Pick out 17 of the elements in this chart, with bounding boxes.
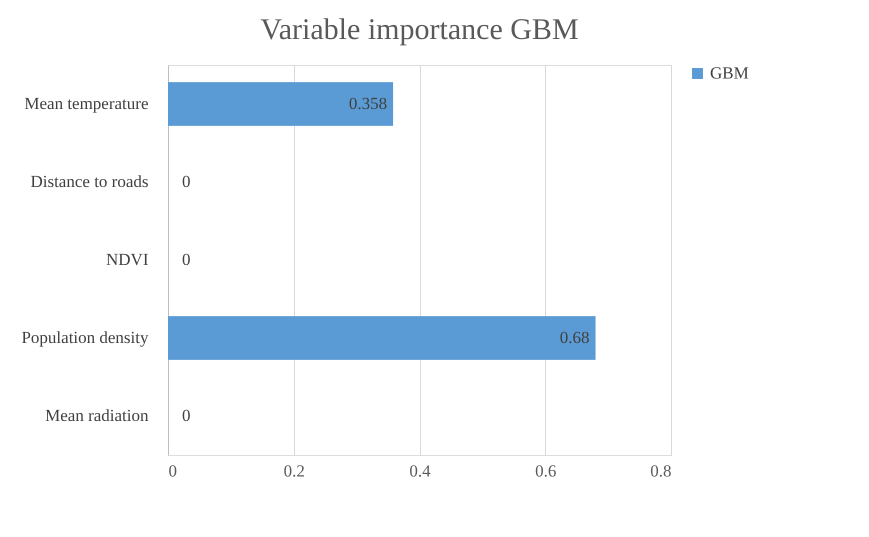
y-tick-label: Distance to roads <box>30 172 148 191</box>
x-tick-label: 0.2 <box>284 462 305 480</box>
y-tick-label: Population density <box>21 328 149 347</box>
data-label: 0 <box>182 406 190 425</box>
x-tick-label: 0.8 <box>650 462 672 480</box>
x-tick-label: 0.4 <box>409 462 432 480</box>
chart-title: Variable importance GBM <box>260 13 579 46</box>
y-tick-label: Mean temperature <box>24 94 148 113</box>
y-tick-label: NDVI <box>106 250 149 269</box>
data-label: 0 <box>182 172 190 191</box>
x-tick-label: 0 <box>168 462 177 480</box>
y-tick-label: Mean radiation <box>45 406 149 425</box>
data-label: 0 <box>182 250 190 269</box>
legend-label: GBM <box>710 64 749 82</box>
data-label: 0.68 <box>560 328 590 347</box>
data-label: 0.358 <box>348 94 388 113</box>
x-tick-label: 0.6 <box>535 462 556 480</box>
